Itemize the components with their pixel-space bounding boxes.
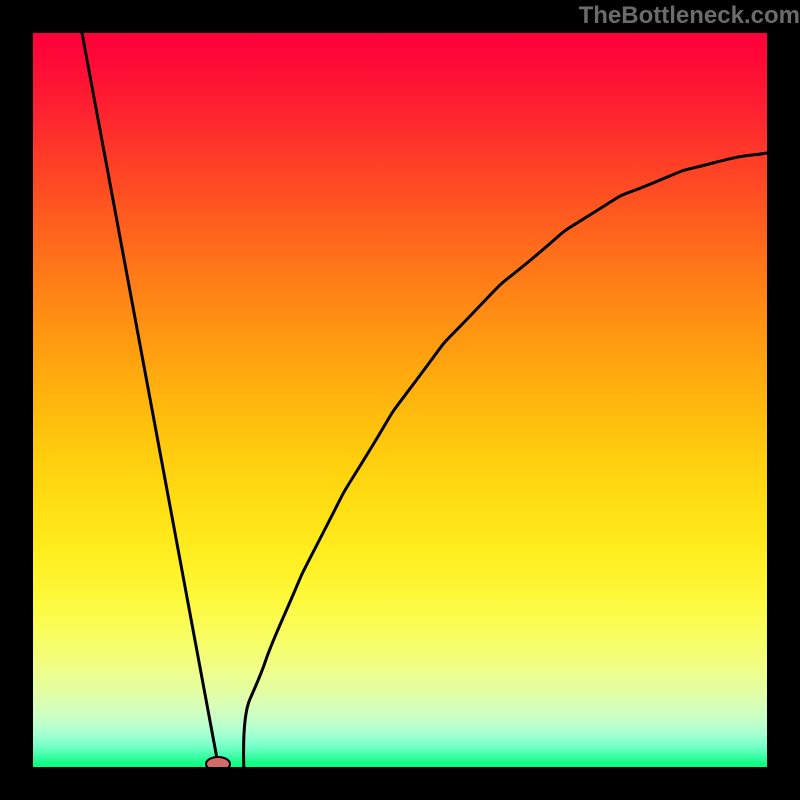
watermark-text: TheBottleneck.com <box>579 2 800 30</box>
stage: TheBottleneck.com <box>0 0 800 800</box>
optimum-marker <box>206 757 230 767</box>
bottleneck-plot <box>33 33 767 767</box>
